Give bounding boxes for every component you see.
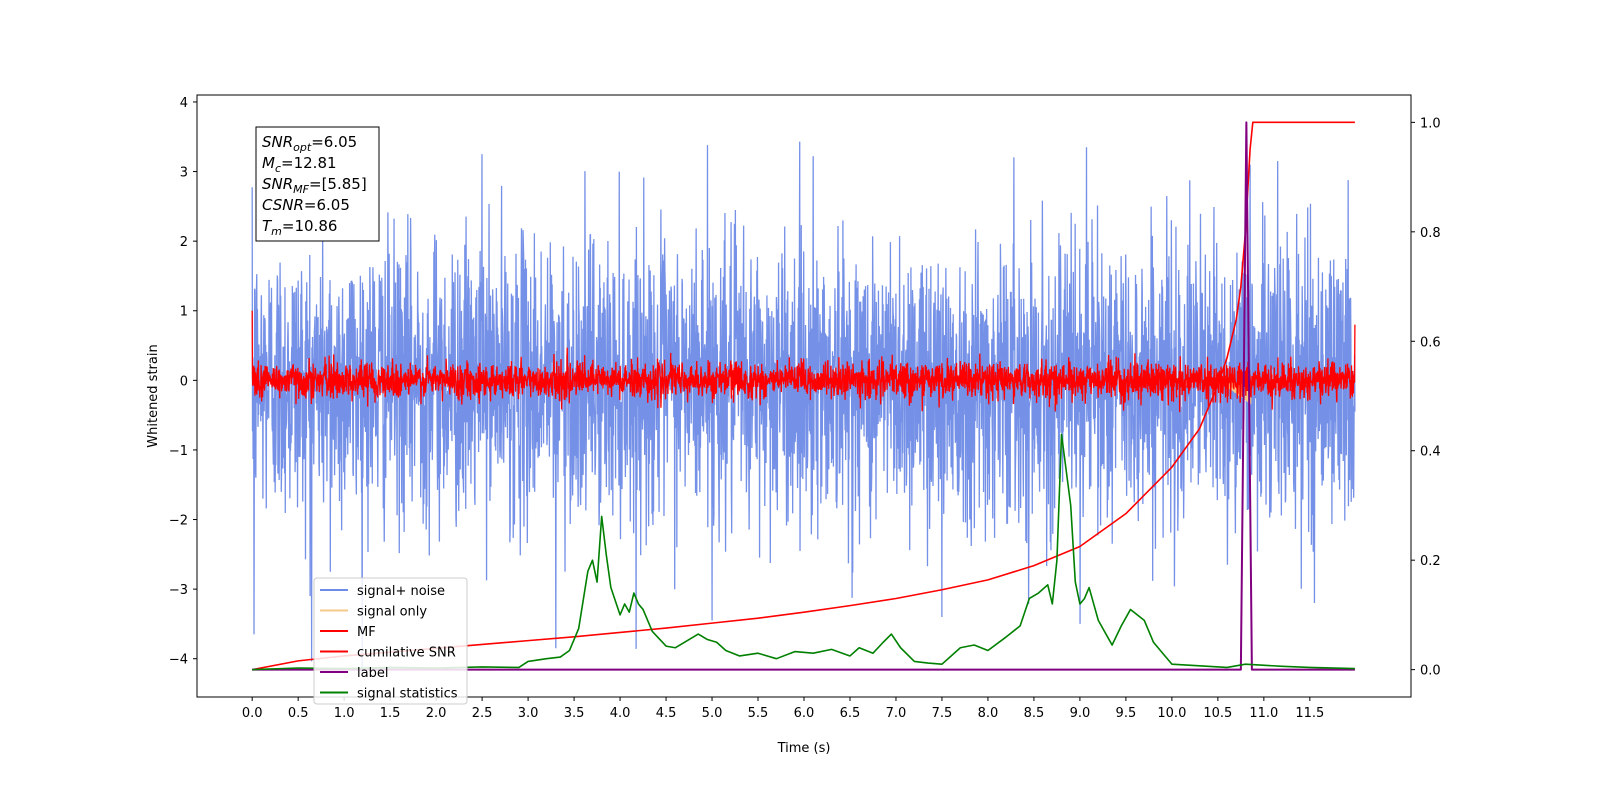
legend-label: signal+ noise <box>357 584 445 599</box>
legend-label: cumilative SNR <box>357 646 456 661</box>
x-tick-label: 0.5 <box>288 706 309 721</box>
info-box-frame <box>255 126 380 242</box>
x-tick-label: 6.5 <box>840 706 861 721</box>
y-tick-label: −4 <box>169 653 188 668</box>
series-signal-statistics <box>252 433 1355 671</box>
info-box-line: SNRopt=6.05 <box>262 133 357 154</box>
info-box-line: SNRMF=[5.85] <box>262 175 367 196</box>
series-label <box>252 121 1355 671</box>
legend-label: label <box>357 666 388 681</box>
y-axis-right: 0.0 0.2 0.4 0.6 0.8 1.0 <box>1411 116 1441 679</box>
y-axis-label: Whitened strain <box>146 344 161 447</box>
y2-tick-label: 0.6 <box>1420 335 1441 350</box>
x-tick-label: 10.0 <box>1157 706 1186 721</box>
x-tick-label: 8.5 <box>1024 706 1045 721</box>
x-axis-label: Time (s) <box>777 741 831 756</box>
x-tick-label: 10.5 <box>1203 706 1232 721</box>
x-tick-label: 4.5 <box>656 706 677 721</box>
y-tick-label: 0 <box>180 374 188 389</box>
info-box-line: Tm=10.86 <box>262 217 337 238</box>
y-tick-label: 3 <box>180 166 188 181</box>
x-tick-label: 9.0 <box>1070 706 1091 721</box>
x-axis: 0.0 0.5 1.0 1.5 2.0 2.5 3.0 3.5 4.0 4.5 5.0 5.5 6.0 6… <box>242 697 1324 721</box>
y-tick-label: 2 <box>180 235 188 250</box>
y2-tick-label: 0.0 <box>1420 664 1441 679</box>
y-tick-label: 1 <box>180 305 188 320</box>
x-tick-label: 11.5 <box>1295 706 1324 721</box>
series-mf <box>251 310 1356 413</box>
x-tick-label: 3.5 <box>564 706 585 721</box>
x-tick-label: 2.5 <box>472 706 493 721</box>
series-layer <box>251 121 1356 673</box>
y2-tick-label: 1.0 <box>1420 116 1441 131</box>
x-tick-label: 3.0 <box>518 706 539 721</box>
legend: signal+ noise signal only MF cumilative SNR… <box>313 577 468 705</box>
x-tick-label: 2.0 <box>426 706 447 721</box>
info-box-line: CSNR=6.05 <box>262 196 350 214</box>
x-tick-label: 6.0 <box>794 706 815 721</box>
legend-label: signal statistics <box>357 687 458 702</box>
series-signal-noise <box>251 141 1356 673</box>
y2-tick-label: 0.4 <box>1420 445 1441 460</box>
x-tick-label: 8.0 <box>978 706 999 721</box>
info-box: SNRopt=6.05Mc=12.81SNRMF=[5.85]CSNR=6.05… <box>255 126 380 242</box>
x-tick-label: 7.5 <box>932 706 953 721</box>
x-tick-label: 11.0 <box>1249 706 1278 721</box>
y-axis-left: −4 −3 −2 −1 0 1 2 3 4 <box>169 96 197 668</box>
x-tick-label: 1.0 <box>334 706 355 721</box>
x-tick-label: 9.5 <box>1116 706 1137 721</box>
x-tick-label: 5.0 <box>702 706 723 721</box>
x-tick-label: 1.5 <box>380 706 401 721</box>
y2-tick-label: 0.8 <box>1420 226 1441 241</box>
series-cumilative-snr <box>252 121 1355 671</box>
x-tick-label: 0.0 <box>242 706 263 721</box>
y-tick-label: −3 <box>169 583 188 598</box>
y2-tick-label: 0.2 <box>1420 554 1441 569</box>
x-tick-label: 7.0 <box>886 706 907 721</box>
y-tick-label: 4 <box>180 96 188 111</box>
info-box-line: Mc=12.81 <box>262 154 337 175</box>
legend-label: MF <box>357 625 376 640</box>
legend-label: signal only <box>357 605 427 620</box>
legend-frame <box>313 577 468 705</box>
y-tick-label: −1 <box>169 444 188 459</box>
y-tick-label: −2 <box>169 514 188 529</box>
x-tick-label: 4.0 <box>610 706 631 721</box>
x-tick-label: 5.5 <box>748 706 769 721</box>
